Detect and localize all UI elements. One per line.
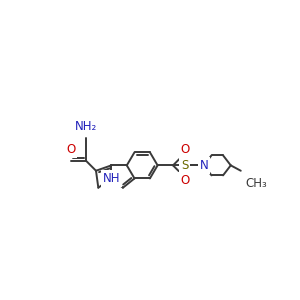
- Text: O: O: [180, 143, 189, 157]
- Text: CH₃: CH₃: [245, 177, 267, 190]
- Text: NH₂: NH₂: [75, 120, 97, 134]
- Text: NH: NH: [103, 172, 120, 185]
- Text: S: S: [181, 159, 188, 172]
- Text: N: N: [200, 159, 208, 172]
- Text: O: O: [66, 143, 75, 157]
- Text: O: O: [180, 174, 189, 187]
